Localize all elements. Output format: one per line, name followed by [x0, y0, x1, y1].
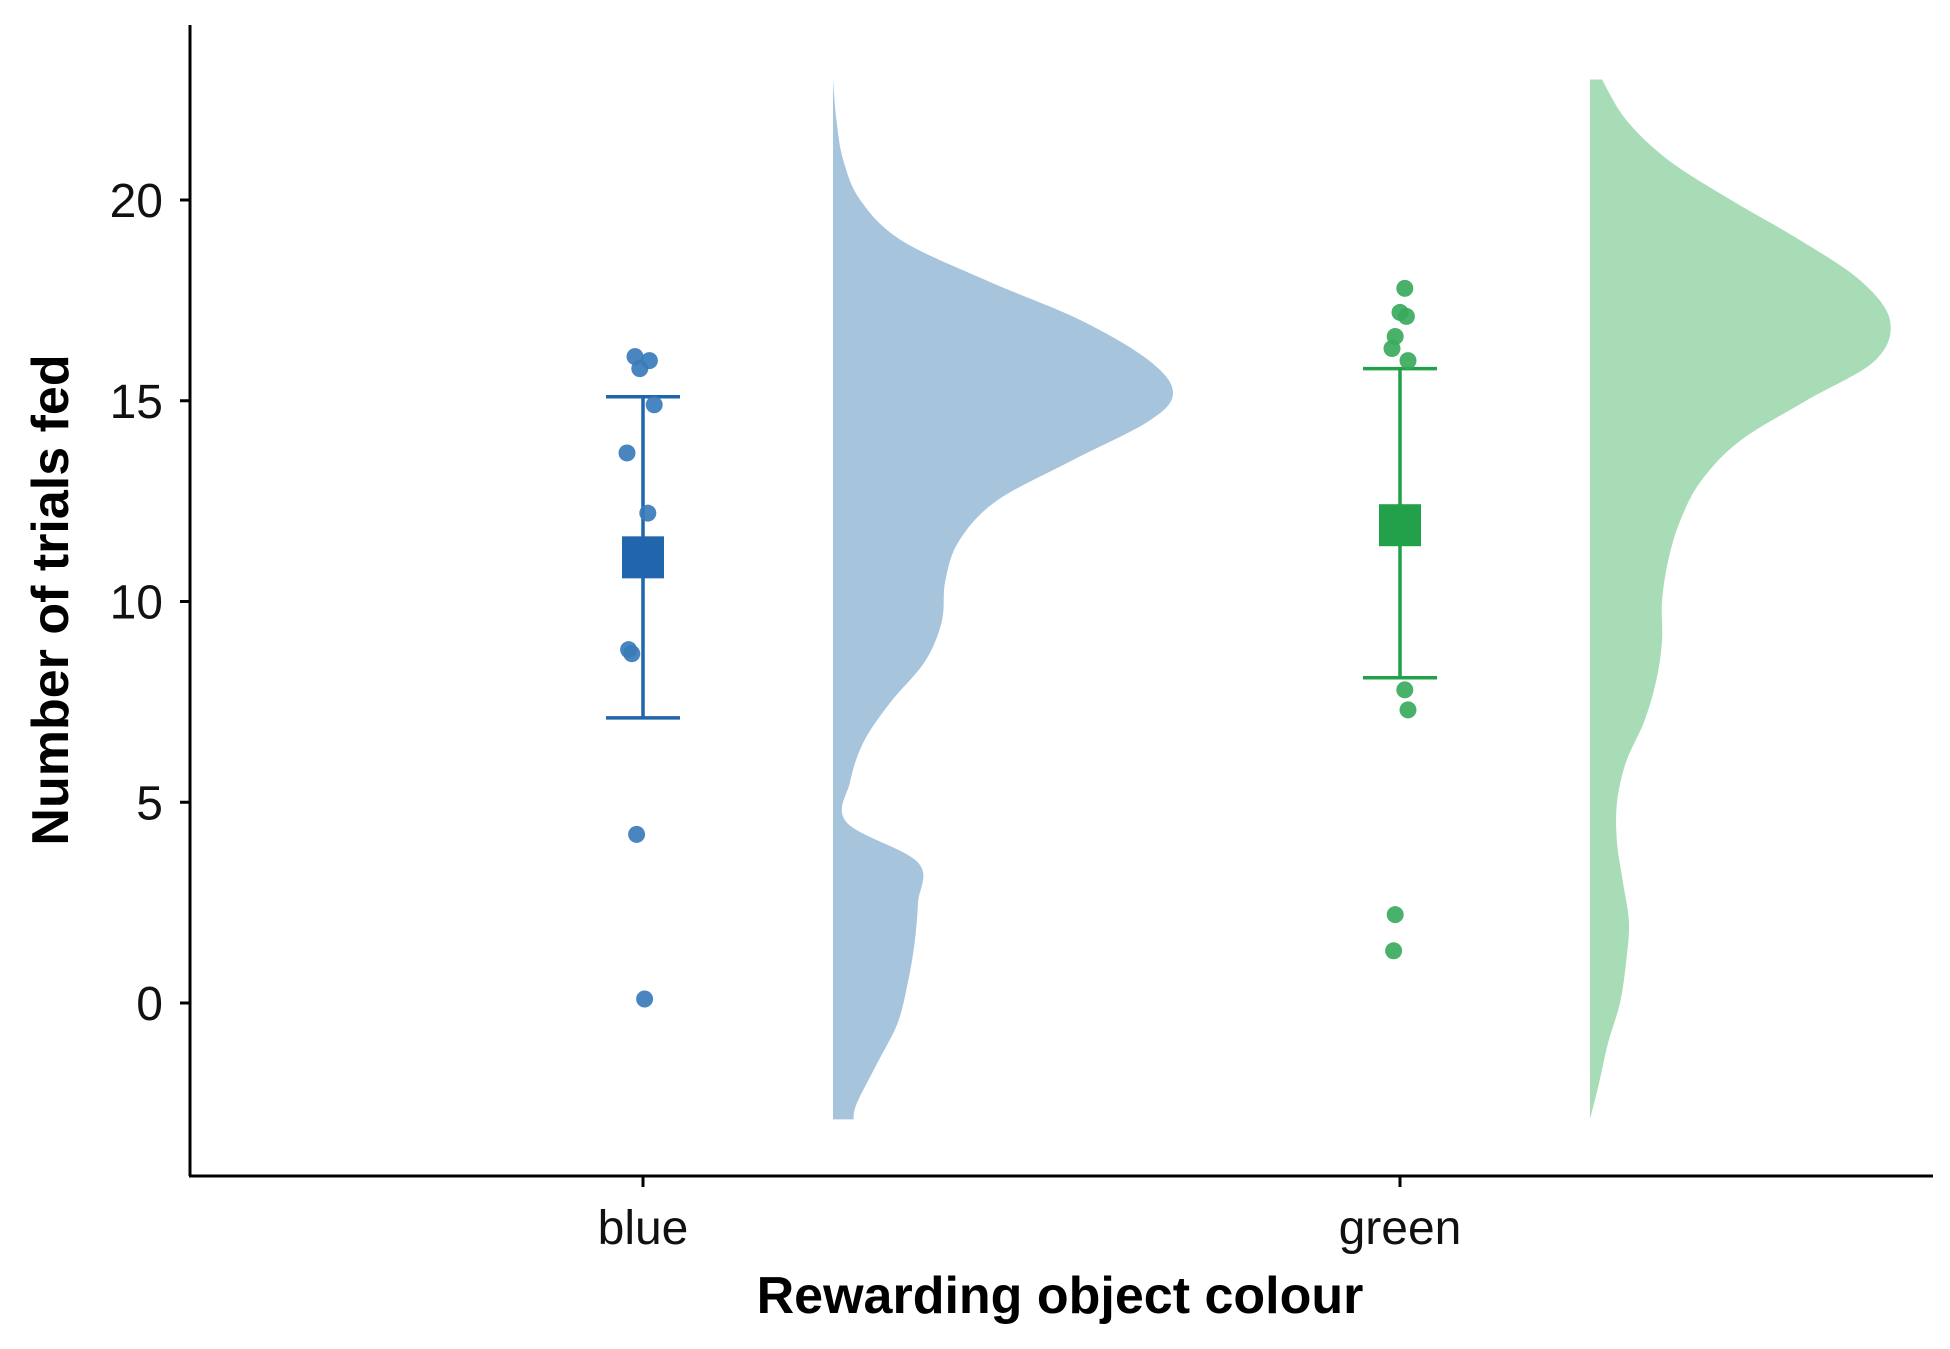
y-axis-ticks: 0 5 10 15 20 [110, 175, 190, 1031]
x-tick-label: blue [598, 1202, 689, 1255]
mean-marker-blue [622, 536, 664, 579]
data-point-green [1386, 906, 1404, 924]
x-axis-ticks: blue green [598, 1176, 1462, 1255]
data-point-blue [636, 990, 654, 1008]
data-point-green [1385, 942, 1403, 960]
data-point-blue [623, 645, 641, 663]
y-tick-label: 5 [136, 777, 163, 830]
x-tick-label: green [1339, 1202, 1462, 1255]
data-point-green [1399, 352, 1417, 370]
mean-markers [622, 504, 1421, 579]
data-point-green [1383, 340, 1401, 358]
data-point-green [1399, 701, 1417, 719]
mean-marker-green [1379, 504, 1421, 547]
data-point-green [1397, 307, 1415, 325]
data-point-blue [645, 396, 663, 414]
data-point-green [1396, 681, 1414, 699]
data-point-blue [640, 352, 658, 370]
data-point-blue [628, 825, 646, 843]
y-tick-label: 20 [110, 175, 163, 228]
density-cloud-blue [833, 79, 1173, 1120]
y-tick-label: 15 [110, 376, 163, 429]
data-point-green [1396, 279, 1414, 297]
y-tick-label: 10 [110, 577, 163, 630]
y-tick-label: 0 [136, 978, 163, 1031]
x-axis-title: Rewarding object colour [757, 1267, 1364, 1325]
density-cloud-green [1590, 79, 1891, 1120]
y-axis-title: Number of trials fed [22, 354, 80, 845]
data-points [618, 279, 1417, 1008]
density-clouds [833, 79, 1891, 1120]
data-point-blue [618, 444, 636, 462]
data-point-blue [639, 504, 657, 522]
